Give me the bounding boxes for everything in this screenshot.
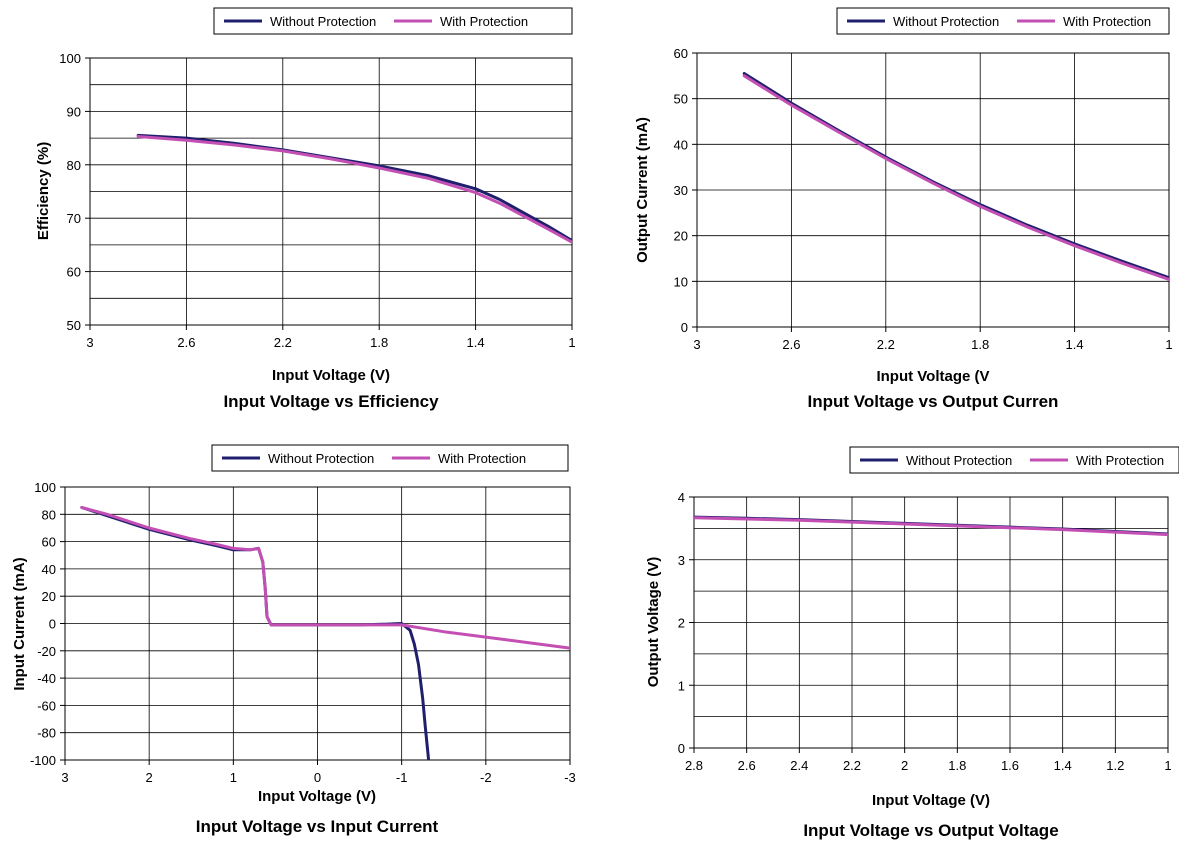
x-tick-label: 1.4 — [467, 335, 485, 350]
y-tick-label: 3 — [678, 553, 685, 568]
y-tick-label: 100 — [59, 51, 81, 66]
plot-frame — [64, 486, 571, 761]
x-tick-label: 3 — [86, 335, 93, 350]
legend-label-with-protection: With Protection — [1076, 453, 1164, 468]
y-tick-label: 80 — [67, 158, 81, 173]
x-tick-label: 2.2 — [877, 337, 895, 352]
x-tick-label: 2.8 — [685, 758, 703, 773]
y-tick-label: 60 — [67, 265, 81, 280]
y-tick-label: 60 — [42, 535, 56, 550]
x-tick-label: 2.4 — [790, 758, 808, 773]
y-tick-label: 50 — [67, 318, 81, 333]
x-tick-label: 1 — [230, 770, 237, 785]
series-line-with-protection — [80, 506, 570, 650]
x-tick-label: 3 — [61, 770, 68, 785]
chart-input-current: -100 -80 -60 -40 -20 0 20 40 60 80 100 3 2 1 0 -1 -2 -3 Wi… — [11, 444, 576, 836]
x-tick-label: 1.2 — [1106, 758, 1124, 773]
x-tick-label: 1.4 — [1066, 337, 1084, 352]
y-tick-label: 90 — [67, 104, 81, 119]
x-tick-label: 1.8 — [948, 758, 966, 773]
legend-label-with-protection: With Protection — [438, 451, 526, 466]
legend-label-with-protection: With Protection — [440, 14, 528, 29]
y-tick-label: -100 — [30, 753, 56, 768]
x-axis-label: Input Voltage (V) — [872, 792, 990, 809]
x-axis-label: Input Voltage (V) — [272, 367, 390, 384]
y-axis-label: Output Voltage (V) — [645, 557, 662, 688]
x-tick-label: 2.6 — [738, 758, 756, 773]
y-tick-label: -40 — [37, 671, 56, 686]
x-tick-label: 0 — [314, 770, 321, 785]
legend-box — [211, 444, 569, 472]
legend-box — [849, 446, 1179, 474]
x-tick-label: -1 — [396, 770, 408, 785]
y-tick-label: 2 — [678, 616, 685, 631]
x-tick-label: 2 — [146, 770, 153, 785]
x-tick-label: 2.2 — [274, 335, 292, 350]
legend-box — [213, 7, 573, 35]
y-tick-label: 40 — [42, 562, 56, 577]
chart-output-voltage: 0 1 2 3 4 2.8 2.6 2.4 2.2 2 1.8 1.6 1.4 1.2 1 Without P… — [645, 446, 1179, 840]
y-tick-label: 0 — [678, 741, 685, 756]
x-tick-label: 2.6 — [782, 337, 800, 352]
legend-label-without-protection: Without Protection — [270, 14, 376, 29]
series-line-with-protection — [136, 135, 572, 244]
series-line-with-protection — [694, 516, 1168, 537]
x-tick-label: -3 — [564, 770, 576, 785]
series-line-without-protection — [136, 133, 572, 243]
y-tick-label: 4 — [678, 490, 685, 505]
y-tick-label: -20 — [37, 644, 56, 659]
chart-title: Input Voltage vs Output Voltage — [803, 821, 1058, 840]
x-tick-label: 2.6 — [177, 335, 195, 350]
x-tick-label: -2 — [480, 770, 492, 785]
y-tick-label: 0 — [681, 320, 688, 335]
chart-title: Input Voltage vs Input Current — [196, 817, 439, 836]
legend-label-without-protection: Without Protection — [268, 451, 374, 466]
x-tick-label: 1.8 — [971, 337, 989, 352]
x-tick-label: 1.8 — [370, 335, 388, 350]
x-tick-label: 1 — [568, 335, 575, 350]
legend-box — [836, 7, 1170, 35]
y-tick-label: 1 — [678, 678, 685, 693]
y-tick-label: 20 — [42, 589, 56, 604]
series-line-with-protection — [742, 74, 1169, 281]
y-tick-label: 0 — [49, 617, 56, 632]
y-axis-label: Input Current (mA) — [11, 557, 28, 690]
y-tick-label: 30 — [674, 183, 688, 198]
legend-label-with-protection: With Protection — [1063, 14, 1151, 29]
legend-label-without-protection: Without Protection — [893, 14, 999, 29]
y-tick-label: 70 — [67, 211, 81, 226]
x-axis-label: Input Voltage (V — [876, 368, 989, 385]
plot-frame — [89, 57, 573, 326]
chart-efficiency: 50 60 70 80 90 100 3 2.6 2.2 1.8 1.4 1 Without Prote… — [35, 7, 576, 411]
y-tick-label: 50 — [674, 92, 688, 107]
x-tick-label: 1.4 — [1054, 758, 1072, 773]
plot-frame — [696, 52, 1170, 328]
y-tick-label: 100 — [34, 480, 56, 495]
y-tick-label: 80 — [42, 507, 56, 522]
y-tick-label: 10 — [674, 274, 688, 289]
y-tick-label: -60 — [37, 698, 56, 713]
x-tick-label: 2 — [901, 758, 908, 773]
x-tick-label: 2.2 — [843, 758, 861, 773]
x-axis-label: Input Voltage (V) — [258, 788, 376, 805]
y-tick-label: -80 — [37, 726, 56, 741]
plot-frame — [693, 496, 1169, 749]
y-tick-label: 60 — [674, 46, 688, 61]
x-tick-label: 1 — [1164, 758, 1171, 773]
x-tick-label: 1 — [1165, 337, 1172, 352]
x-tick-label: 1.6 — [1001, 758, 1019, 773]
chart-title: Input Voltage vs Efficiency — [223, 392, 439, 411]
y-tick-label: 40 — [674, 137, 688, 152]
x-tick-label: 3 — [693, 337, 700, 352]
y-tick-label: 20 — [674, 229, 688, 244]
y-axis-label: Efficiency (%) — [35, 142, 52, 240]
legend-label-without-protection: Without Protection — [906, 453, 1012, 468]
chart-output-current: 0 10 20 30 40 50 60 3 2.6 2.2 1.8 1.4 1 Without Prote… — [634, 7, 1173, 411]
y-axis-label: Output Current (mA) — [634, 117, 651, 263]
chart-title: Input Voltage vs Output Curren — [808, 392, 1059, 411]
